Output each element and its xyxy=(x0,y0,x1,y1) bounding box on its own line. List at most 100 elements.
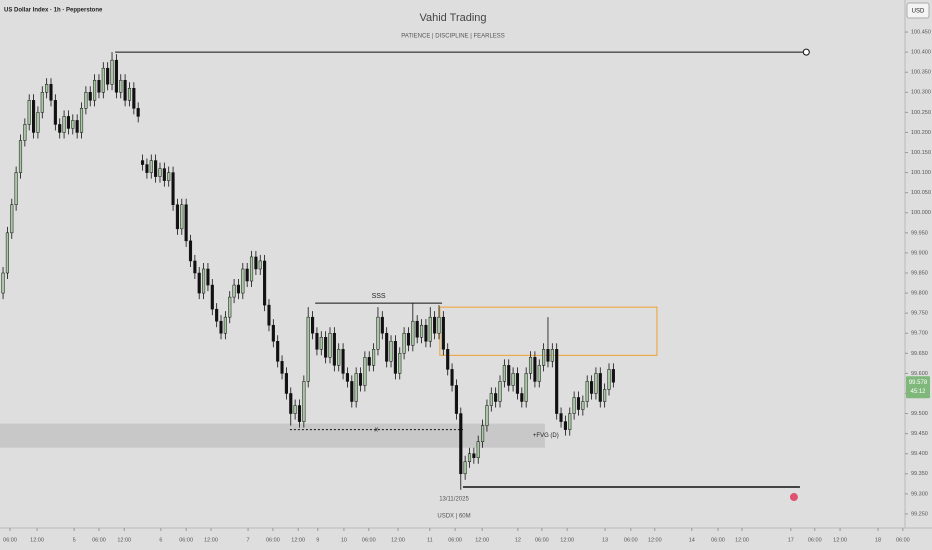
candle-body xyxy=(249,256,254,282)
currency-button[interactable] xyxy=(906,2,930,19)
candle-body xyxy=(10,204,14,234)
candle-body xyxy=(123,79,127,101)
last-price: 99.578 xyxy=(909,380,928,386)
x-tick-label: 7 xyxy=(247,537,250,543)
candle-body xyxy=(206,268,210,286)
candle-body xyxy=(66,116,70,129)
candle-body xyxy=(184,204,188,242)
candle-body xyxy=(5,232,9,274)
y-tick-label: 99.300 xyxy=(911,491,928,497)
candle-body xyxy=(489,393,493,406)
candle-body xyxy=(319,337,323,350)
candle-body xyxy=(223,316,227,334)
candle-body xyxy=(594,373,598,394)
candle-body xyxy=(581,401,585,410)
candle-body xyxy=(372,349,376,366)
x-tick-label: 06:00 xyxy=(92,537,106,543)
candle-body xyxy=(84,92,88,109)
candle-body xyxy=(297,405,302,422)
candle-body xyxy=(424,324,428,342)
candle-body xyxy=(241,268,245,294)
x-tick-label: 06:00 xyxy=(896,537,910,543)
candle-body xyxy=(550,349,554,362)
y-tick-label: 99.500 xyxy=(911,411,928,417)
x-tick-label: 12:00 xyxy=(291,537,305,543)
candle-body xyxy=(88,92,92,101)
candle-body xyxy=(467,453,472,462)
y-tick-label: 99.250 xyxy=(911,511,928,517)
candle-body xyxy=(350,381,354,402)
candle-body xyxy=(228,296,232,318)
candle-body xyxy=(219,320,223,334)
candle-body xyxy=(402,332,406,354)
x-tick-label: 13 xyxy=(602,537,608,543)
candle-body xyxy=(127,88,132,101)
candle-body xyxy=(498,381,502,402)
candle-body xyxy=(542,349,546,366)
title: Vahid Trading xyxy=(419,12,486,24)
alert-icon xyxy=(802,48,810,56)
y-tick-label: 99.800 xyxy=(911,291,928,297)
currency[interactable]: USD xyxy=(912,9,925,15)
candle-body xyxy=(341,349,345,374)
x-tick-label: 9 xyxy=(316,537,319,543)
candle-body xyxy=(140,160,145,165)
x-tick-label: 06:00 xyxy=(3,537,17,543)
candle-body xyxy=(393,341,397,374)
y-tick-label: 99.750 xyxy=(911,311,928,317)
candle-body xyxy=(411,320,415,346)
candle-body xyxy=(14,172,18,205)
candle-body xyxy=(245,268,249,282)
candle-body xyxy=(132,88,136,109)
candle-body xyxy=(385,332,389,362)
x-tick-label: 06:00 xyxy=(535,537,549,543)
candle-body xyxy=(306,316,310,382)
candle-body xyxy=(363,357,367,386)
candle-body xyxy=(263,260,267,306)
candle-body xyxy=(202,268,206,294)
candle-body xyxy=(267,304,271,326)
candle-body xyxy=(537,365,541,382)
candle-body xyxy=(415,320,419,338)
candle-body xyxy=(481,425,485,442)
x-tick-label: 14 xyxy=(689,537,695,543)
candle-body xyxy=(32,100,36,133)
candle-body xyxy=(149,160,153,173)
candle-body xyxy=(463,461,467,475)
x-tick-label: 06:00 xyxy=(362,537,376,543)
y-tick-label: 100.300 xyxy=(911,90,931,96)
y-tick-label: 99.900 xyxy=(911,250,928,256)
candle-body xyxy=(454,385,458,414)
y-tick-label: 100.400 xyxy=(911,50,931,56)
fvg-label: +FVG (D) xyxy=(533,433,559,439)
candle-body xyxy=(607,369,611,390)
candle-body xyxy=(376,316,380,350)
candle-body xyxy=(459,413,463,475)
last-price-box xyxy=(906,376,930,399)
y-tick-label: 99.400 xyxy=(911,451,928,457)
y-tick-label: 100.150 xyxy=(911,150,931,156)
x-tick-label: 12:00 xyxy=(391,537,405,543)
candle-body xyxy=(568,413,572,430)
candle-body xyxy=(528,357,533,374)
candle-body xyxy=(533,357,537,382)
candle-body xyxy=(276,341,280,362)
x-tick-label: 06:00 xyxy=(711,537,725,543)
candle-body xyxy=(40,92,44,113)
candle-body xyxy=(136,108,140,117)
candle-body xyxy=(280,361,284,374)
candle-body xyxy=(215,308,219,322)
x-tick-label: 10 xyxy=(341,537,347,543)
candle-body xyxy=(428,316,432,342)
candle-body xyxy=(563,421,567,430)
candle-body xyxy=(398,353,402,374)
x-tick-label: 06:00 xyxy=(808,537,822,543)
candle-body xyxy=(524,373,528,402)
y-tick-label: 99.950 xyxy=(911,230,928,236)
candle-body xyxy=(389,341,393,362)
candle-body xyxy=(145,164,149,173)
candle-body xyxy=(354,373,358,402)
candle-body xyxy=(315,332,319,350)
candle-body xyxy=(367,357,371,366)
